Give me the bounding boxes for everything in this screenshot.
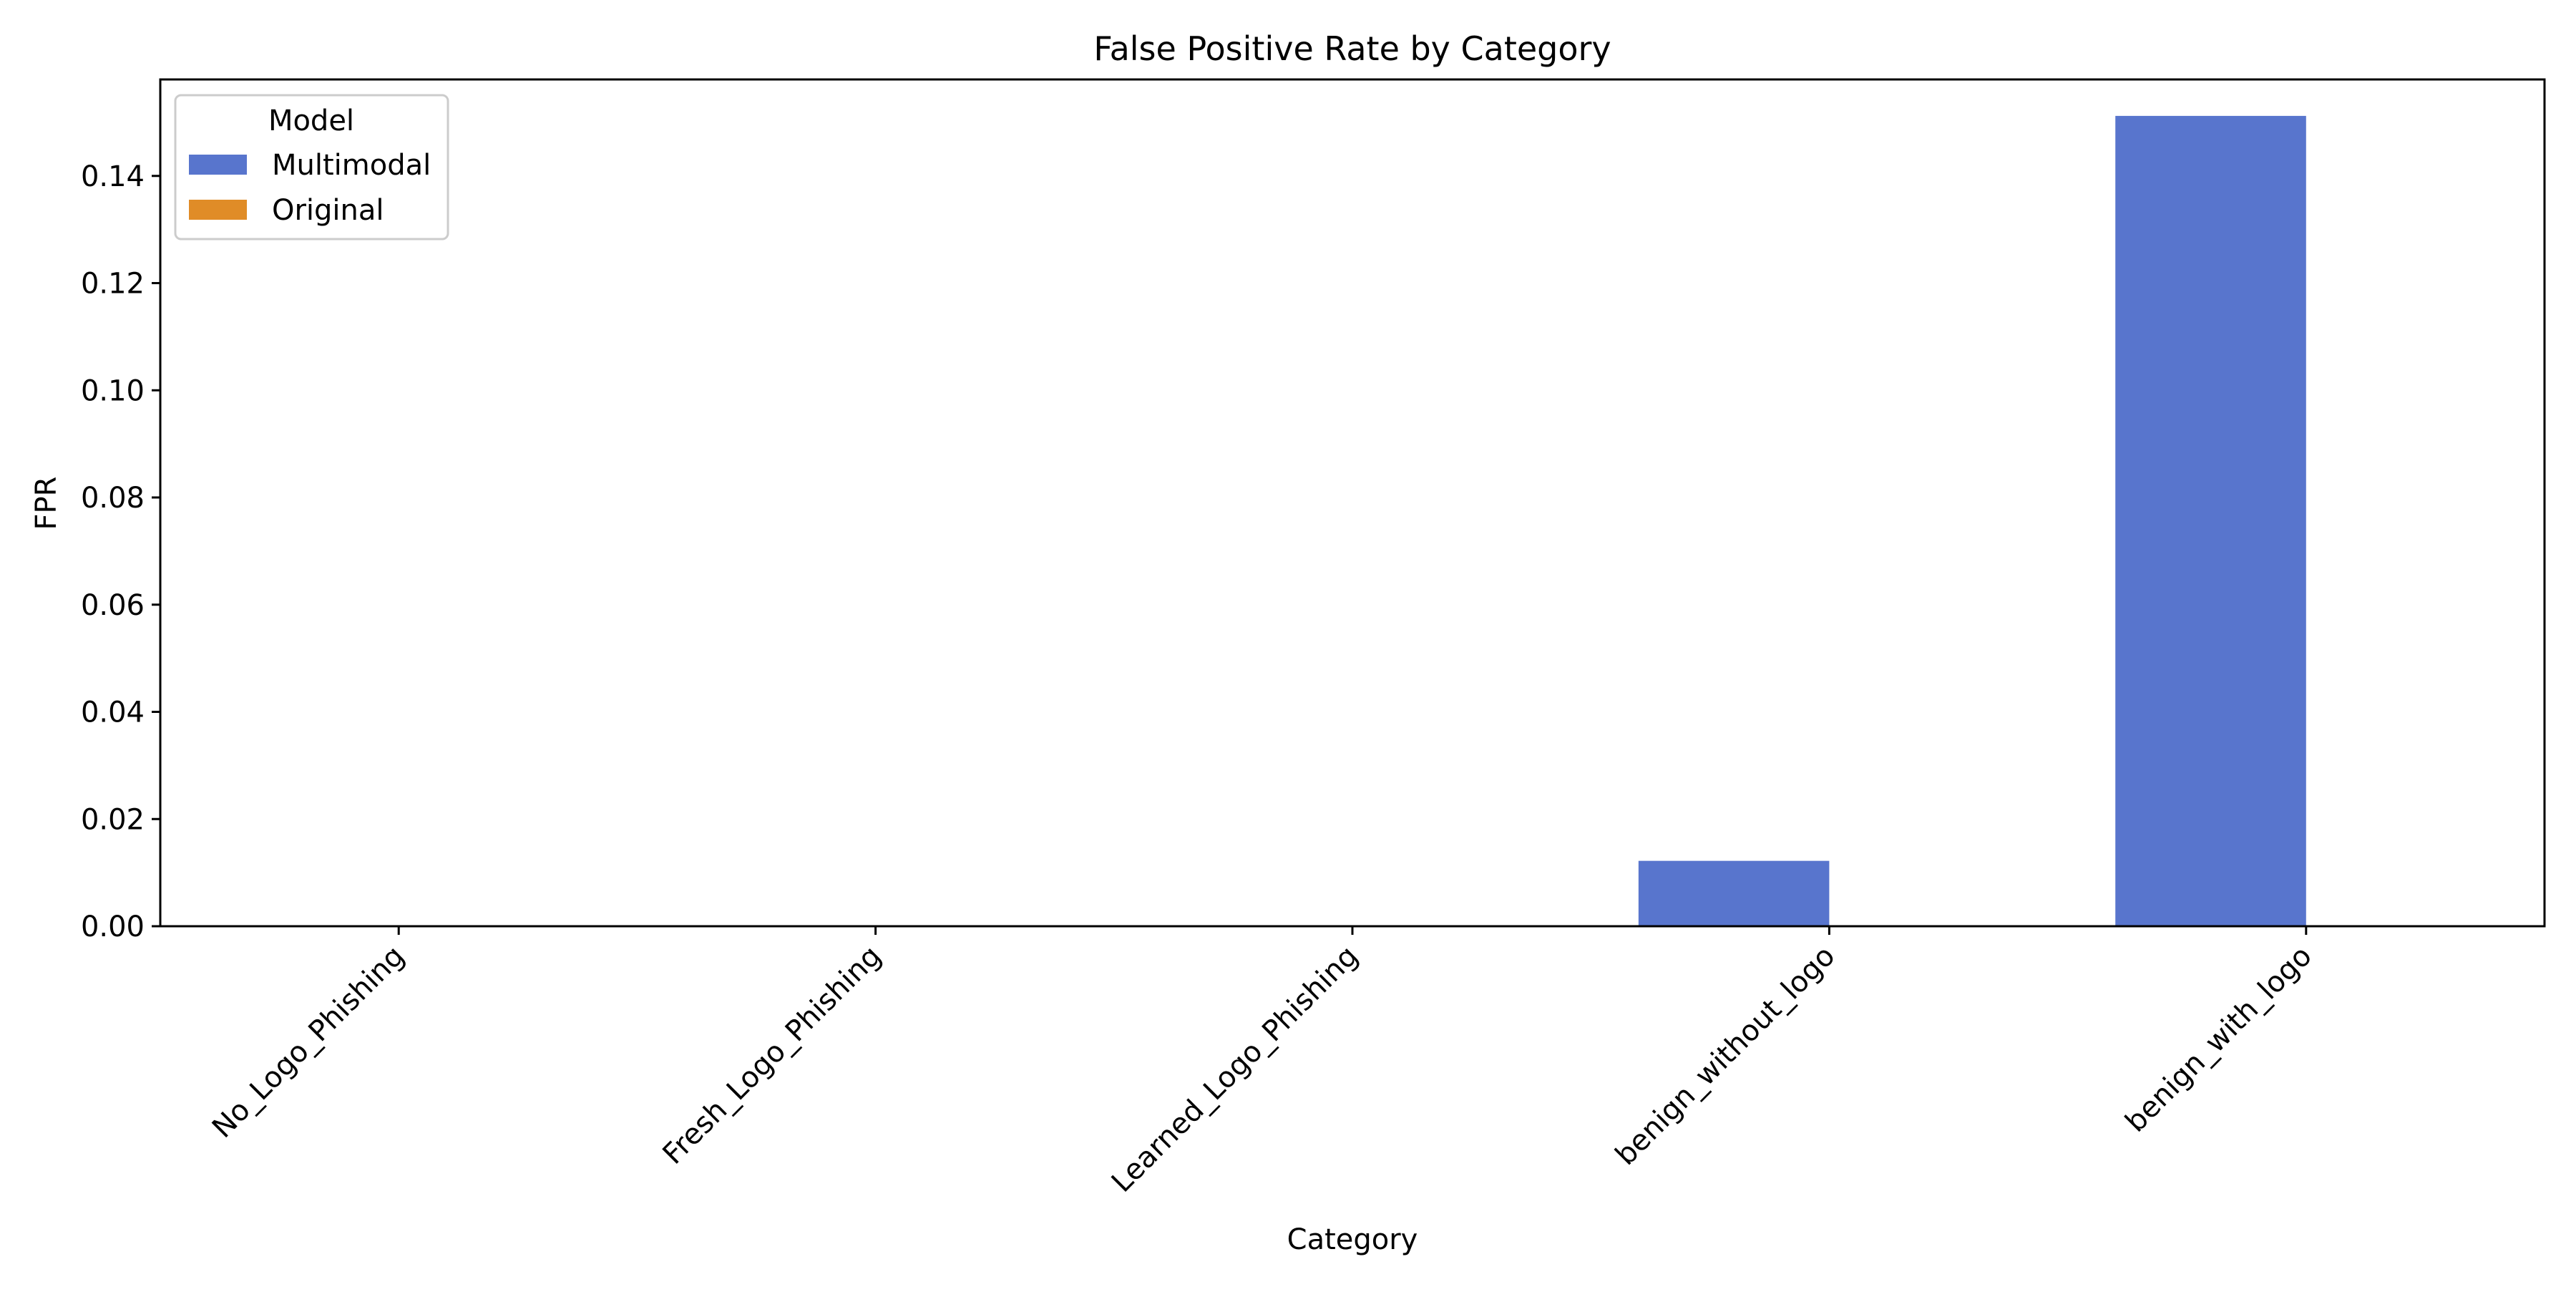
bar-multimodal-benign_with_logo xyxy=(2115,115,2306,926)
legend-label-multimodal: Multimodal xyxy=(272,149,431,182)
legend: Model Multimodal Original xyxy=(174,94,449,241)
x-axis-label: Category xyxy=(1287,1223,1418,1256)
legend-swatch-multimodal xyxy=(189,155,247,175)
legend-label-original: Original xyxy=(272,194,384,227)
y-tick-label: 0.02 xyxy=(81,803,145,836)
plot-frame xyxy=(159,78,2546,928)
y-tick-label: 0.14 xyxy=(81,160,145,193)
y-tick-label: 0.08 xyxy=(81,482,145,515)
y-tick-label: 0.00 xyxy=(81,910,145,943)
legend-swatch-original xyxy=(189,200,247,220)
legend-title: Model xyxy=(268,105,354,137)
chart-title: False Positive Rate by Category xyxy=(1093,29,1611,68)
bars-layer xyxy=(1638,115,2306,926)
y-tick-label: 0.12 xyxy=(81,268,145,301)
y-tick-label: 0.06 xyxy=(81,589,145,622)
y-axis-ticks: 0.00 0.02 0.04 0.06 0.08 0.10 0.12 0.14 xyxy=(81,160,160,943)
bar-multimodal-benign_without_logo xyxy=(1638,860,1830,926)
y-tick-label: 0.04 xyxy=(81,696,145,729)
y-tick-label: 0.10 xyxy=(81,374,145,407)
y-axis-label: FPR xyxy=(30,477,63,530)
